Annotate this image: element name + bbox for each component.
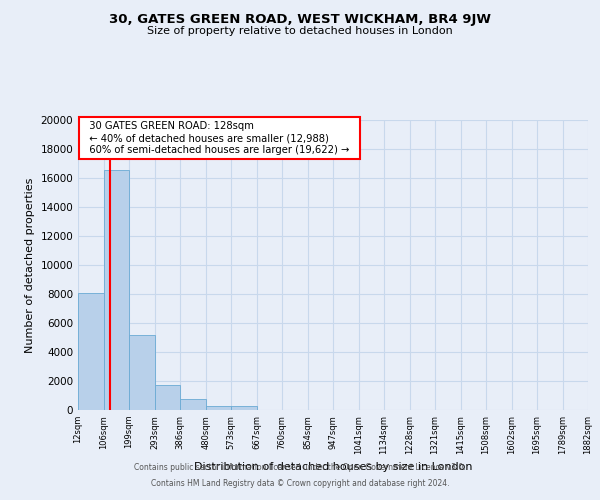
Bar xyxy=(129,334,155,410)
Text: 30 GATES GREEN ROAD: 128sqm
  ← 40% of detached houses are smaller (12,988)
  60: 30 GATES GREEN ROAD: 128sqm ← 40% of det… xyxy=(83,122,356,154)
X-axis label: Distribution of detached houses by size in London: Distribution of detached houses by size … xyxy=(194,462,472,472)
Bar xyxy=(231,406,257,410)
Text: Contains public sector information licensed under the Open Government Licence v3: Contains public sector information licen… xyxy=(134,464,466,472)
Bar xyxy=(78,294,104,410)
Bar xyxy=(104,170,129,410)
Y-axis label: Number of detached properties: Number of detached properties xyxy=(25,178,35,352)
Text: Contains HM Land Registry data © Crown copyright and database right 2024.: Contains HM Land Registry data © Crown c… xyxy=(151,478,449,488)
Bar xyxy=(180,399,206,410)
Bar xyxy=(206,406,231,410)
Text: Size of property relative to detached houses in London: Size of property relative to detached ho… xyxy=(147,26,453,36)
Text: 30, GATES GREEN ROAD, WEST WICKHAM, BR4 9JW: 30, GATES GREEN ROAD, WEST WICKHAM, BR4 … xyxy=(109,12,491,26)
Bar xyxy=(155,384,180,410)
